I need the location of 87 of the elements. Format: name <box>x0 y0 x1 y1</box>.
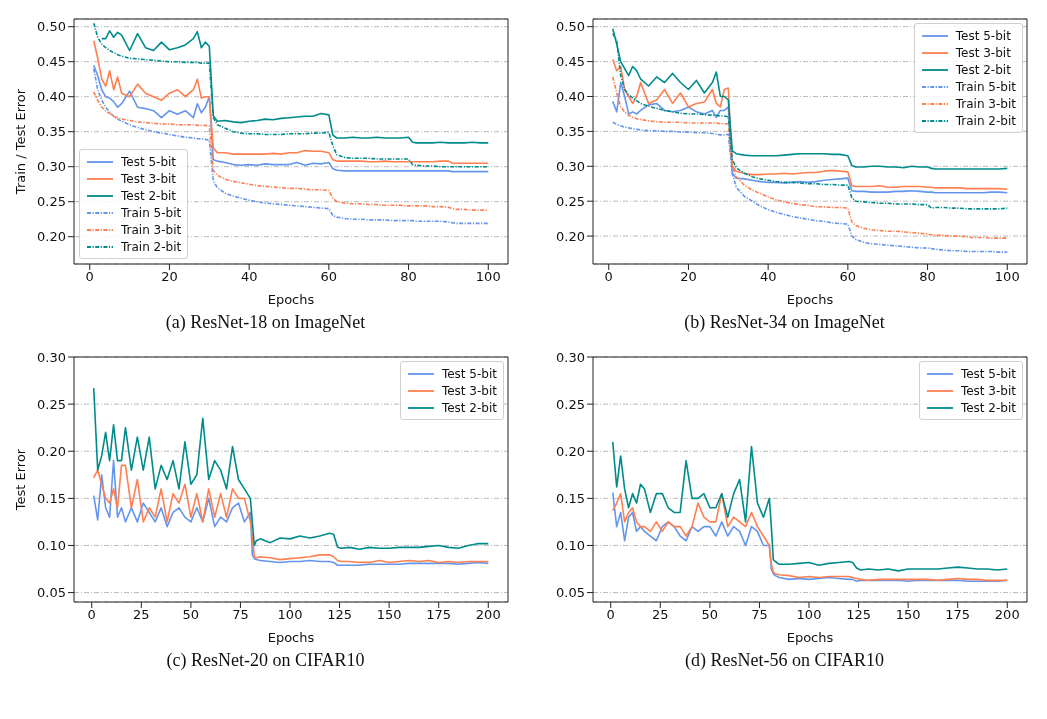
legend-label: Train 5-bit <box>121 205 182 220</box>
x-axis-title: Epochs <box>786 292 834 307</box>
x-tick-label: 60 <box>320 269 338 285</box>
legend-label: Test 2-bit <box>441 400 497 415</box>
y-tick-label: 0.40 <box>37 89 66 105</box>
y-tick-label: 0.30 <box>556 158 585 174</box>
line-series <box>611 441 1009 572</box>
legend-label: Test 2-bit <box>121 188 177 203</box>
legend-label: Test 3-bit <box>955 45 1011 60</box>
y-tick-label: 0.20 <box>556 443 585 459</box>
x-tick-label: 150 <box>376 607 402 623</box>
y-tick-label: 0.05 <box>37 585 66 601</box>
x-tick-label: 25 <box>133 607 150 623</box>
y-tick-label: 0.45 <box>556 54 585 70</box>
text: (d) ResNet-56 on CIFAR10 <box>683 650 886 672</box>
y-tick-label: 0.20 <box>37 443 66 459</box>
legend-label: Test 2-bit <box>955 62 1011 77</box>
legend-label: Test 3-bit <box>441 383 497 398</box>
y-tick-label: 0.20 <box>556 228 585 244</box>
x-tick-label: 0 <box>604 269 613 285</box>
y-tick-label: 0.30 <box>37 159 66 175</box>
x-tick-label: 175 <box>426 607 452 623</box>
y-tick-label: 0.10 <box>37 538 66 554</box>
y-tick-label: 0.25 <box>556 396 585 412</box>
x-tick-label: 60 <box>839 269 857 285</box>
y-tick-label: 0.35 <box>556 123 585 139</box>
x-tick-label: 80 <box>400 269 417 285</box>
x-axis-title: Epochs <box>267 630 315 645</box>
y-tick-label: 0.10 <box>556 538 585 554</box>
x-tick-label: 20 <box>161 269 178 285</box>
y-axis-title: Test Error <box>12 448 28 512</box>
y-tick-label: 0.30 <box>37 349 66 365</box>
x-tick-label: 100 <box>277 607 303 623</box>
x-tick-label: 200 <box>994 607 1020 623</box>
x-tick-label: 125 <box>327 607 352 623</box>
y-axis-title: Train / Test Error <box>12 88 28 196</box>
text: (c) ResNet-20 on CIFAR10 <box>165 650 366 672</box>
x-axis-title: Epochs <box>267 292 315 307</box>
x-tick-label: 75 <box>751 607 768 623</box>
y-tick-label: 0.15 <box>556 490 585 506</box>
x-tick-label: 0 <box>606 607 615 623</box>
legend-label: Train 3-bit <box>121 222 182 237</box>
legend-label: Train 3-bit <box>955 96 1016 111</box>
legend-label: Train 2-bit <box>955 113 1016 128</box>
x-tick-label: 100 <box>796 607 822 623</box>
x-tick-label: 175 <box>945 607 971 623</box>
line-series <box>611 491 1009 583</box>
y-tick-label: 0.45 <box>37 54 66 70</box>
legend-label: Test 5-bit <box>121 154 177 169</box>
x-tick-label: 20 <box>680 269 697 285</box>
x-tick-label: 40 <box>759 269 777 285</box>
y-tick-label: 0.05 <box>556 585 585 601</box>
y-tick-label: 0.30 <box>556 349 585 365</box>
legend-label: Test 5-bit <box>960 366 1016 381</box>
x-tick-label: 150 <box>895 607 921 623</box>
x-tick-label: 50 <box>701 607 719 623</box>
y-tick-label: 0.25 <box>37 396 66 412</box>
x-tick-label: 50 <box>182 607 200 623</box>
y-tick-label: 0.35 <box>37 124 66 140</box>
x-tick-label: 0 <box>87 607 96 623</box>
y-tick-label: 0.40 <box>556 89 585 105</box>
legend-label: Train 2-bit <box>121 239 182 254</box>
x-tick-label: 200 <box>475 607 501 623</box>
legend-label: Test 5-bit <box>441 366 497 381</box>
legend-label: Test 3-bit <box>960 383 1016 398</box>
x-tick-label: 75 <box>232 607 249 623</box>
text: (a) ResNet-18 on ImageNet <box>164 312 367 334</box>
x-tick-label: 125 <box>846 607 871 623</box>
x-tick-label: 80 <box>919 269 936 285</box>
text: (b) ResNet-34 on ImageNet <box>683 312 886 334</box>
y-tick-label: 0.50 <box>37 19 66 35</box>
legend-label: Test 3-bit <box>121 171 177 186</box>
y-tick-label: 0.20 <box>37 229 66 245</box>
x-tick-label: 100 <box>994 269 1020 285</box>
x-tick-label: 100 <box>475 269 501 285</box>
y-tick-label: 0.25 <box>37 194 66 210</box>
legend-label: Train 5-bit <box>955 79 1016 94</box>
x-tick-label: 0 <box>85 269 94 285</box>
legend-label: Test 5-bit <box>955 28 1011 43</box>
x-tick-label: 25 <box>652 607 669 623</box>
legend-label: Test 2-bit <box>960 400 1016 415</box>
line-series <box>92 67 490 225</box>
x-axis-title: Epochs <box>786 630 834 645</box>
y-tick-label: 0.50 <box>556 19 585 35</box>
y-tick-label: 0.15 <box>37 490 66 506</box>
y-tick-label: 0.25 <box>556 193 585 209</box>
x-tick-label: 40 <box>240 269 258 285</box>
